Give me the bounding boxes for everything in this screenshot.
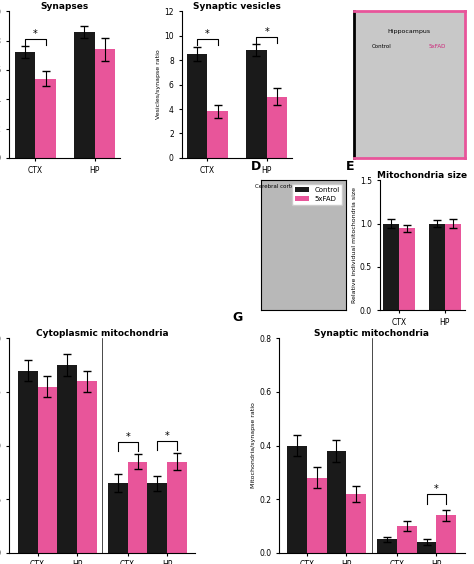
Bar [383, 224, 400, 310]
Title: Mitochondria size: Mitochondria size [377, 171, 467, 180]
Bar [74, 32, 95, 158]
Bar [346, 494, 366, 553]
Bar [445, 224, 461, 310]
Bar [187, 54, 207, 158]
Bar [77, 381, 97, 553]
Title: Cytoplasmic mitochondria: Cytoplasmic mitochondria [36, 329, 169, 338]
Bar [207, 112, 228, 158]
Bar [57, 365, 77, 553]
Title: Synaptic mitochondria: Synaptic mitochondria [314, 329, 429, 338]
Bar [147, 483, 167, 553]
Y-axis label: Relative individual mitochondria size: Relative individual mitochondria size [352, 187, 357, 303]
Text: G: G [232, 311, 243, 324]
Text: C: C [331, 0, 340, 3]
Text: *: * [33, 29, 37, 39]
Bar [400, 228, 415, 310]
Text: *: * [125, 433, 130, 442]
Bar [417, 542, 437, 553]
Bar [429, 224, 445, 310]
Text: *: * [164, 431, 169, 441]
Text: B: B [148, 0, 158, 3]
Bar [15, 52, 35, 158]
Bar [437, 515, 456, 553]
Text: D: D [251, 160, 261, 173]
Text: Cerebral cortex: Cerebral cortex [255, 184, 297, 190]
Text: *: * [434, 484, 439, 494]
Legend: Control, 5xFAD: Control, 5xFAD [292, 184, 342, 205]
Bar [18, 371, 37, 553]
Bar [267, 97, 287, 158]
Text: E: E [346, 160, 354, 173]
Bar [35, 79, 56, 158]
Bar [37, 387, 57, 553]
Bar [307, 478, 327, 553]
Bar [287, 446, 307, 553]
Bar [397, 526, 417, 553]
Bar [167, 461, 187, 553]
Bar [108, 483, 128, 553]
Text: *: * [264, 27, 269, 37]
Y-axis label: Vesicles/synapse ratio: Vesicles/synapse ratio [156, 50, 162, 120]
Bar [327, 451, 346, 553]
Text: 5xFAD: 5xFAD [428, 43, 446, 49]
Text: Hippocampus: Hippocampus [297, 184, 335, 190]
Bar [128, 461, 147, 553]
Bar [246, 50, 267, 158]
Text: *: * [205, 29, 210, 39]
Bar [377, 539, 397, 553]
Text: Control: Control [372, 43, 391, 49]
Title: Synapses: Synapses [41, 2, 89, 11]
Title: Synaptic vesicles: Synaptic vesicles [193, 2, 281, 11]
Text: Hippocampus: Hippocampus [387, 29, 430, 34]
Bar [95, 50, 116, 158]
Y-axis label: Mitochondria/synapse ratio: Mitochondria/synapse ratio [251, 403, 256, 488]
